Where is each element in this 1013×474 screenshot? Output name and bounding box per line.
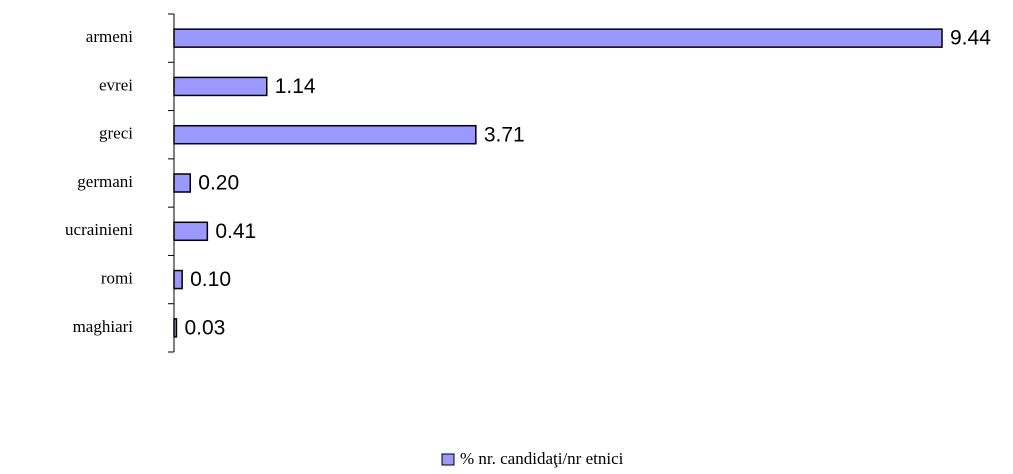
category-label: evrei [99, 75, 133, 94]
legend-swatch [441, 453, 455, 466]
bar [173, 173, 192, 193]
value-label: 0.03 [184, 316, 225, 339]
value-label: 0.41 [215, 220, 256, 243]
bar [173, 269, 183, 290]
bar [173, 28, 943, 48]
bar [173, 124, 477, 145]
category-label: romi [101, 268, 133, 287]
category-label: greci [99, 124, 133, 143]
value-label: 1.14 [275, 75, 316, 98]
category-label: maghiari [73, 317, 134, 336]
value-label: 9.44 [950, 27, 991, 50]
value-label: 3.71 [484, 123, 525, 146]
bar [173, 318, 178, 338]
category-label: ucrainieni [65, 220, 133, 239]
legend-label: % nr. candidaţi/nr etnici [460, 449, 624, 468]
value-label: 0.10 [190, 268, 231, 291]
bar [173, 221, 209, 242]
value-label: 0.20 [198, 172, 239, 195]
bar [173, 76, 268, 97]
category-label: armeni [86, 27, 133, 46]
category-label: germani [77, 172, 133, 191]
